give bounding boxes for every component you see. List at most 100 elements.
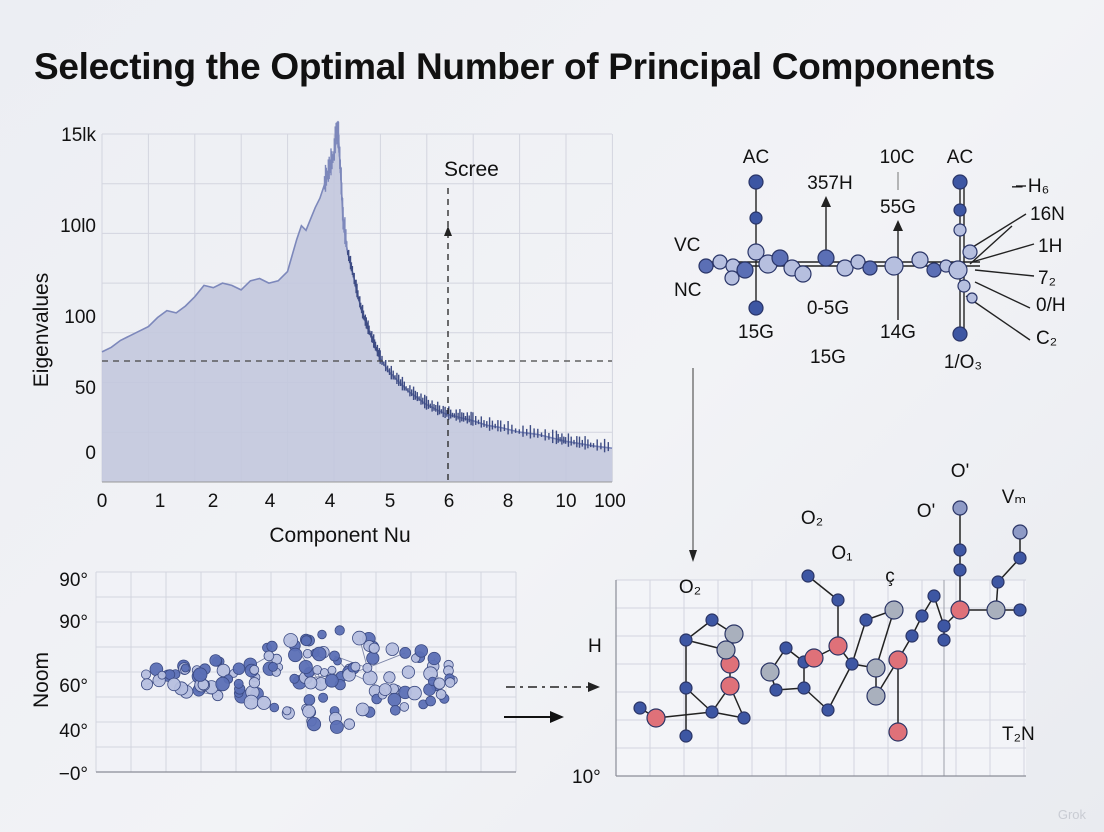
network-node — [953, 543, 967, 557]
network-node — [804, 648, 824, 668]
network-node — [724, 624, 744, 644]
scatter-point — [288, 647, 303, 663]
scree-x-tick: 4 — [265, 491, 276, 512]
scatter-point — [140, 669, 151, 680]
molecule-atom — [836, 259, 854, 277]
network-plot: O₂ O₂ O₁ ç O' O' Vₘ H T₂N 10° — [572, 461, 1035, 788]
scatter-point — [300, 635, 312, 647]
scatter-point — [407, 685, 422, 701]
net-label-o1: O₁ — [831, 543, 852, 564]
molecule-atom — [771, 249, 789, 267]
molecule-bond — [967, 213, 1027, 251]
molecule-atom — [748, 300, 764, 316]
molecule-atom — [962, 244, 978, 260]
scatter-point — [312, 646, 327, 662]
mol-label-c2: C₂ — [1036, 328, 1057, 349]
network-node — [952, 500, 968, 516]
scatter-point — [298, 660, 313, 675]
scatter-point — [352, 630, 367, 646]
molecule-atoms — [698, 174, 978, 342]
mol-label-1-o3: 1/O₃ — [944, 352, 982, 373]
scatter-point — [385, 642, 400, 656]
network-node — [950, 600, 970, 620]
scatter-point — [327, 665, 337, 675]
scree-y-tick: 100 — [64, 307, 96, 328]
scatter-point — [232, 662, 246, 675]
scatter-link — [367, 652, 406, 669]
scatter-point — [350, 661, 361, 672]
mol-label-14g: 14G — [880, 322, 916, 343]
scatter-point — [216, 663, 231, 678]
scatter-point — [362, 670, 378, 686]
network-node — [1012, 524, 1028, 540]
scatter-point — [319, 668, 329, 677]
network-node — [797, 681, 811, 695]
net-label-o2-left: O₂ — [679, 577, 701, 598]
scree-x-ticks: 0 1 2 4 4 5 6 8 10 100 — [97, 491, 626, 512]
scatter-point — [140, 678, 153, 691]
molecule-atom — [747, 243, 765, 261]
network-node — [937, 619, 951, 633]
network-bond — [851, 619, 867, 665]
scree-y-axis-label: Eigenvalues — [30, 273, 53, 387]
scatter-point — [329, 720, 344, 734]
scatter-point — [378, 683, 392, 696]
scree-area — [102, 134, 612, 482]
molecule-atom — [884, 256, 904, 276]
scatter-y-tick-3: 60° — [59, 676, 88, 697]
scree-plot: Scree 0 1 2 4 4 5 6 8 10 100 15lk 10l0 100 50 0 Compo… — [30, 120, 626, 547]
scatter-y-tick-1: 90° — [59, 570, 88, 591]
scatter-point — [425, 695, 437, 707]
scatter-y-tick-5: −0° — [59, 764, 88, 785]
mol-label-vc: VC — [674, 235, 700, 256]
scatter-points — [140, 625, 458, 734]
network-node — [705, 613, 719, 627]
molecule-atom — [749, 211, 763, 225]
molecule-atom — [952, 174, 968, 190]
network-node — [716, 640, 736, 660]
scatter-point — [387, 692, 402, 707]
scatter-point — [243, 694, 259, 710]
network-node — [927, 589, 941, 603]
scatter-point — [329, 650, 340, 662]
molecule-atom — [862, 260, 878, 276]
scatter-point — [318, 692, 329, 703]
network-node — [986, 600, 1006, 620]
network-bond — [827, 663, 853, 711]
network-node — [828, 636, 848, 656]
scree-x-tick: 8 — [503, 491, 514, 512]
scatter-y-tick-4: 40° — [59, 721, 88, 742]
scatter-point — [209, 654, 222, 667]
molecule-atom — [953, 203, 967, 217]
molecule-bond — [971, 243, 1035, 263]
scatter-point — [266, 640, 278, 653]
scatter-y-tick-2: 90° — [59, 612, 88, 633]
network-node — [953, 563, 967, 577]
scatter-point — [157, 670, 167, 680]
scree-x-tick: 5 — [385, 491, 396, 512]
scree-annotation: Scree — [444, 158, 499, 181]
scatter-point — [263, 650, 275, 662]
network-node — [679, 681, 693, 695]
mol-label-15g-left: 15G — [738, 322, 774, 343]
net-label-o-prime-2: O' — [951, 461, 969, 482]
network-nodes — [633, 500, 1028, 743]
network-node — [905, 629, 919, 643]
network-node — [821, 703, 835, 717]
mol-label-15g-bottom: 15G — [810, 347, 846, 368]
mol-label-ac-left: AC — [743, 147, 769, 168]
net-label-c: ç — [885, 566, 895, 587]
scree-x-tick: 100 — [594, 491, 626, 512]
scree-x-tick: 10 — [555, 491, 576, 512]
network-node — [888, 722, 908, 742]
molecule-atom — [724, 270, 740, 286]
scree-y-tick: 0 — [85, 443, 96, 464]
scatter-point — [303, 694, 316, 706]
network-node — [679, 633, 693, 647]
net-label-o2-mid: O₂ — [801, 508, 823, 529]
molecule-atom — [953, 223, 967, 237]
scree-x-tick: 0 — [97, 491, 108, 512]
molecule-atom — [850, 254, 866, 270]
scatter-point — [401, 665, 415, 679]
